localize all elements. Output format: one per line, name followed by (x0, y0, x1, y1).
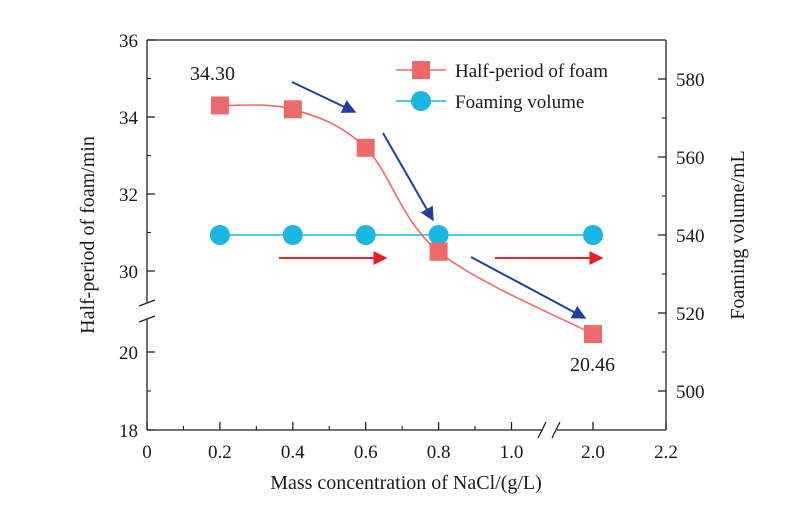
x-tick-label: 0.4 (281, 442, 305, 463)
trend-arrow-blue-3 (470, 256, 587, 319)
legend-label-foaming-volume: Foaming volume (455, 92, 584, 113)
y-right-tick-label: 520 (676, 304, 705, 325)
foaming-volume-point (428, 225, 449, 245)
legend: Half-period of foam Foaming volume (396, 61, 608, 113)
half-period-point (210, 96, 229, 115)
y-left-tick-label: 30 (119, 262, 138, 283)
series-line-half-period (219, 104, 594, 335)
foaming-volume-point (282, 225, 303, 245)
trend-arrow-blue-1 (291, 81, 357, 113)
bottom-axis-break-mark (537, 421, 561, 439)
x-tick-label: 0 (142, 442, 152, 463)
legend-marker-half-period (412, 61, 430, 79)
y-left-tick-label: 34 (119, 108, 139, 129)
left-axis-break-mark (138, 299, 156, 323)
y-right-tick-label: 540 (676, 226, 705, 247)
foaming-volume-point (209, 225, 230, 245)
trend-arrow-blue-2 (382, 132, 434, 222)
y-left-tick-label: 36 (119, 31, 138, 52)
x-tick-label: 2.0 (581, 442, 605, 463)
foaming-volume-point (583, 225, 603, 245)
y-right-tick-label: 500 (676, 382, 705, 403)
half-period-point (283, 100, 302, 119)
half-period-point (356, 138, 375, 157)
half-period-point (429, 242, 448, 261)
x-tick-label: 0.8 (427, 442, 451, 463)
half-period-point (584, 325, 602, 344)
y-right-tick-label: 560 (676, 148, 705, 169)
x-tick-label: 0.6 (354, 442, 378, 463)
data-label-min: 20.46 (570, 354, 615, 376)
y-axis-left-title: Half-period of foam/min (77, 136, 99, 334)
legend-label-half-period: Half-period of foam (455, 61, 608, 82)
y-right-tick-label: 580 (676, 70, 705, 91)
y-left-tick-label: 18 (119, 421, 138, 442)
y-left-tick-label: 20 (119, 343, 138, 364)
y-axis-right-title: Foaming volume/mL (727, 150, 749, 319)
legend-marker-foaming-volume (411, 91, 431, 111)
x-tick-label: 0.2 (208, 442, 232, 463)
foaming-volume-point (355, 225, 376, 245)
data-label-max: 34.30 (190, 63, 235, 85)
x-axis-title: Mass concentration of NaCl/(g/L) (270, 472, 542, 494)
x-tick-label: 1.0 (500, 442, 524, 463)
y-left-tick-label: 32 (119, 185, 138, 206)
x-tick-label: 2.2 (654, 442, 678, 463)
